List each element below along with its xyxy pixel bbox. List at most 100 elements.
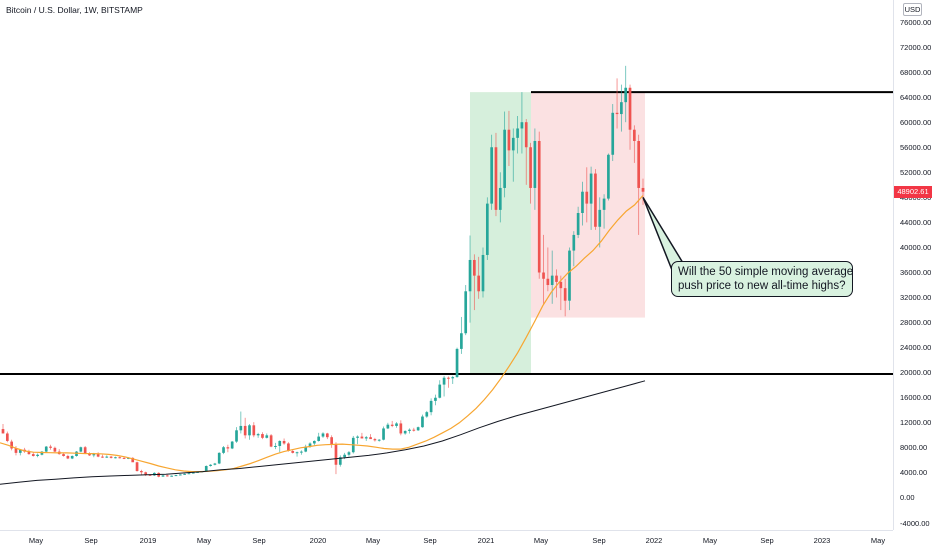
- candle-body: [334, 444, 338, 465]
- y-tick-label: 20000.00: [900, 368, 932, 378]
- candle-body: [477, 275, 481, 292]
- currency-badge[interactable]: USD: [903, 3, 922, 16]
- candle-body: [602, 198, 606, 210]
- callout-pointer: [642, 196, 685, 272]
- candle-body: [62, 454, 65, 456]
- candle-body: [105, 456, 109, 458]
- candle-body: [31, 454, 35, 456]
- candle-body: [524, 122, 528, 148]
- candle-body: [615, 112, 619, 115]
- candle-body: [338, 457, 342, 465]
- candle-body: [533, 140, 537, 188]
- candle-body: [127, 457, 130, 459]
- candle-body: [308, 443, 312, 447]
- x-tick-label: May: [870, 536, 886, 545]
- candle-body: [109, 456, 113, 458]
- candle-body: [343, 454, 346, 458]
- candle-body: [217, 452, 221, 464]
- candle-body: [347, 452, 351, 455]
- candle-body: [256, 434, 260, 436]
- candle-body: [226, 447, 230, 449]
- candle-body: [438, 384, 442, 398]
- candle-body: [178, 474, 182, 476]
- y-tick-label: 8000.00: [900, 443, 928, 453]
- candle-body: [633, 129, 636, 141]
- x-tick-label: Sep: [423, 536, 437, 545]
- last-price-tag: 48902.61: [894, 186, 932, 198]
- candle-body: [53, 447, 57, 452]
- candle-body: [620, 102, 623, 115]
- candle-body: [101, 456, 104, 458]
- candle-body: [421, 416, 424, 428]
- y-tick-label: 16000.00: [900, 393, 932, 403]
- callout-line-2: push price to new all-time highs?: [678, 280, 846, 292]
- y-tick-label: 76000.00: [900, 17, 932, 27]
- y-tick-label: 40000.00: [900, 242, 932, 252]
- candle-body: [581, 191, 584, 214]
- candle-body: [222, 447, 225, 453]
- candle-body: [563, 288, 567, 301]
- candle-body: [36, 454, 39, 456]
- candle-body: [576, 213, 580, 235]
- candle-body: [520, 122, 524, 129]
- candle-body: [183, 473, 186, 475]
- candle-body: [373, 439, 377, 441]
- x-tick-label: May: [533, 536, 549, 545]
- candle-body: [572, 234, 576, 251]
- candle-body: [278, 440, 282, 446]
- candle-body: [455, 348, 459, 378]
- candle-body: [135, 462, 139, 472]
- candle-body: [594, 173, 597, 227]
- y-tick-label: 28000.00: [900, 318, 932, 328]
- candle-body: [230, 441, 234, 449]
- candle-body: [1, 429, 5, 434]
- time-axis-border: [0, 530, 893, 531]
- candle-body: [291, 450, 295, 453]
- y-tick-label: 32000.00: [900, 293, 932, 303]
- candle-body: [598, 209, 602, 227]
- x-tick-label: May: [702, 536, 718, 545]
- candle-body: [170, 475, 173, 477]
- candle-body: [442, 377, 446, 385]
- y-tick-label: 64000.00: [900, 92, 932, 102]
- x-tick-label: 2020: [309, 536, 327, 545]
- green-range-box: [470, 92, 531, 374]
- candle-body: [473, 259, 476, 276]
- candle-body: [313, 440, 316, 444]
- candle-body: [18, 449, 22, 453]
- x-tick-label: Sep: [252, 536, 266, 545]
- candle-body: [481, 254, 485, 292]
- y-tick-label: 36000.00: [900, 268, 932, 277]
- candle-body: [79, 447, 83, 452]
- candle-body: [269, 435, 273, 447]
- candle-body: [429, 400, 433, 413]
- candle-body: [10, 441, 13, 449]
- y-tick-label: -4000.00: [900, 518, 930, 528]
- y-tick-label: 56000.00: [900, 142, 932, 152]
- x-tick-label: 2021: [477, 536, 495, 545]
- candle-body: [364, 437, 368, 439]
- candle-body: [144, 472, 148, 475]
- y-tick-label: 72000.00: [900, 42, 932, 52]
- candle-body: [321, 433, 325, 437]
- candle-body: [360, 436, 364, 439]
- candle-body: [204, 466, 208, 472]
- x-tick-label: May: [196, 536, 212, 545]
- candle-body: [165, 475, 169, 477]
- candle-body: [460, 333, 463, 349]
- candle-body: [118, 457, 122, 459]
- candle-body: [412, 429, 416, 431]
- candle-body: [498, 187, 502, 210]
- candle-body: [546, 278, 550, 286]
- candle-body: [611, 112, 615, 155]
- x-tick-label: Sep: [760, 536, 774, 545]
- callout-line-1: Will the 50 simple moving average: [678, 266, 854, 278]
- candle-body: [408, 429, 411, 431]
- candle-body: [382, 428, 385, 440]
- candle-body: [537, 140, 541, 273]
- candle-body: [265, 435, 269, 438]
- candle-body: [40, 451, 44, 455]
- annotation-callout[interactable]: Will the 50 simple moving average push p…: [671, 261, 853, 297]
